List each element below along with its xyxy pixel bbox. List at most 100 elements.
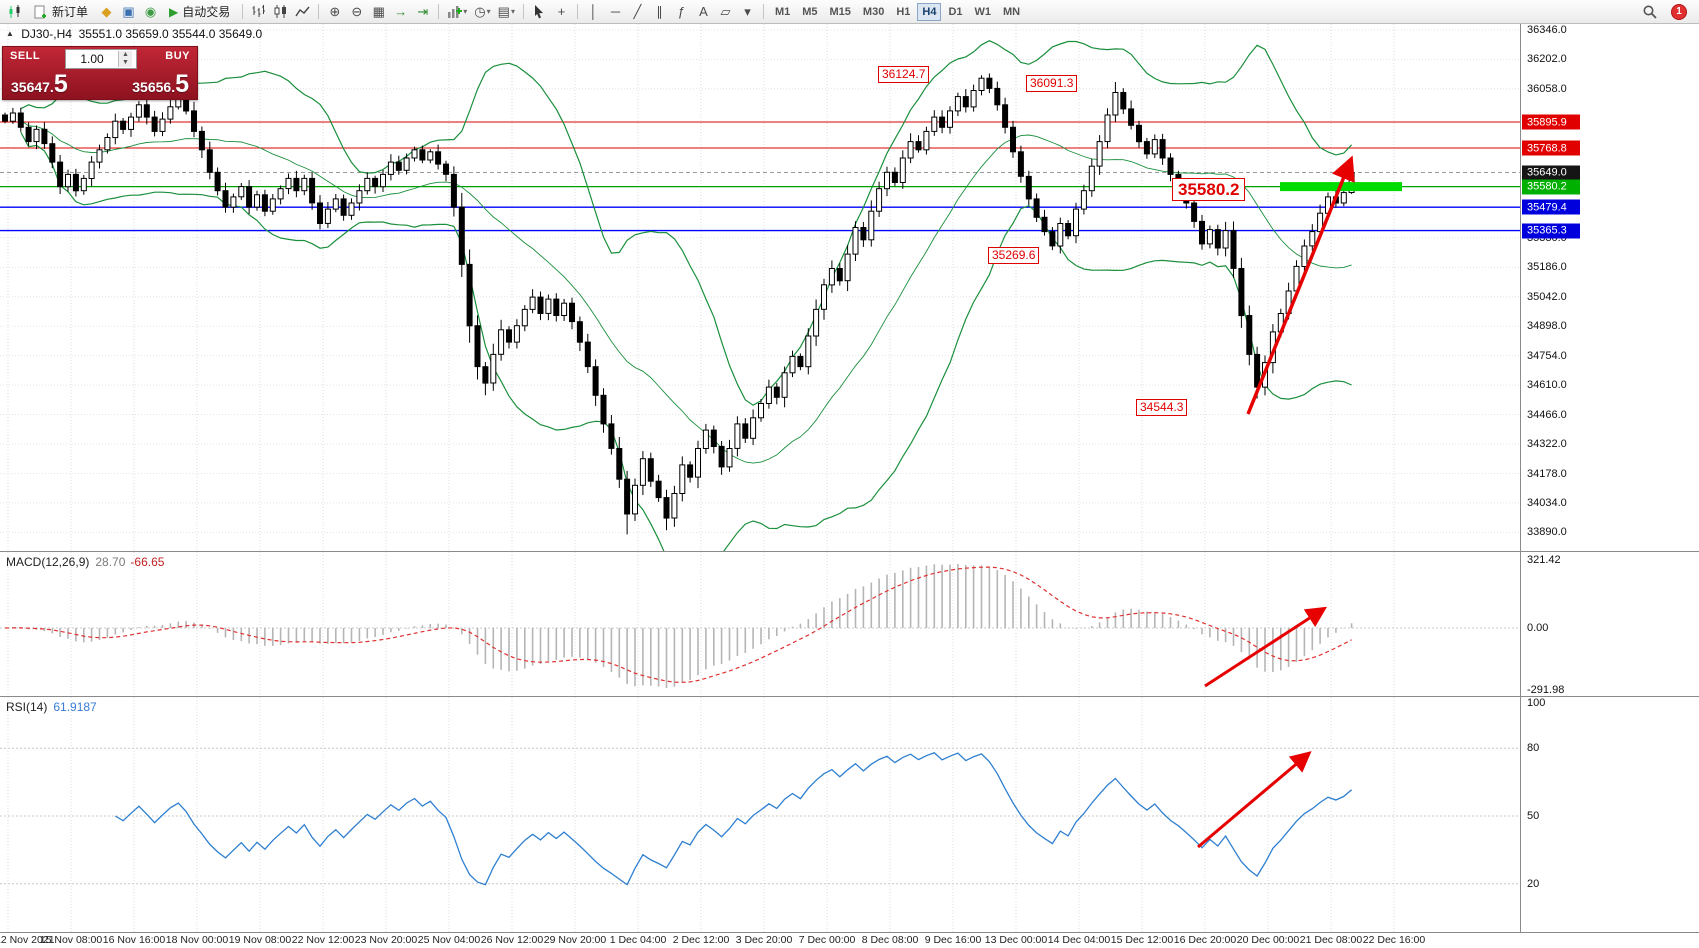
price-annotation[interactable]: 34544.3 (1136, 399, 1188, 416)
toolbar-separator (242, 4, 244, 19)
rsi-axis-label: 100 (1527, 697, 1546, 709)
community-icon[interactable]: ◉ (144, 3, 157, 19)
price-annotation[interactable]: 35580.2 (1172, 178, 1246, 201)
price-axis-label: 34178.0 (1527, 467, 1567, 480)
rsi-header: RSI(14) 61.9187 (6, 700, 97, 714)
price-chart-canvas[interactable] (0, 24, 1520, 552)
channel-icon[interactable]: ∥ (656, 3, 663, 19)
profile-icon[interactable]: ▣ (122, 3, 135, 19)
line-chart-type-icon[interactable] (292, 2, 313, 22)
rsi-canvas[interactable] (0, 697, 1520, 933)
timeframe-d1-button[interactable]: D1 (948, 5, 963, 18)
indicators-icon[interactable]: ▾ (444, 2, 470, 22)
volume-down-button[interactable]: ▼ (119, 59, 132, 67)
price-annotation[interactable]: 35269.6 (988, 247, 1040, 264)
panel-separator[interactable] (0, 551, 1699, 552)
autotrading-button[interactable]: ▶ 自动交易 (169, 4, 231, 20)
vertical-line-icon[interactable]: │ (589, 4, 598, 19)
chart-window-icon[interactable] (4, 2, 26, 22)
chart-shift-icon[interactable]: ⇥ (417, 3, 429, 19)
price-tag: 35768.8 (1522, 140, 1580, 156)
tile-windows-icon[interactable]: ▦ (372, 3, 385, 19)
symbol-period-label: DJ30-,H4 (21, 27, 72, 41)
timeframe-m30-button[interactable]: M30 (862, 5, 885, 18)
date-label: 19 Nov 08:00 (228, 934, 292, 946)
date-label: 7 Dec 00:00 (798, 934, 856, 946)
date-label: 29 Nov 20:00 (543, 934, 607, 946)
timeframe-h4-button[interactable]: H4 (917, 2, 942, 21)
price-annotation[interactable]: 36091.3 (1026, 75, 1078, 92)
price-chart-panel[interactable]: ▲ DJ30-,H4 35551.0 35659.0 35544.0 35649… (0, 24, 1520, 552)
price-tag: 35895.9 (1522, 114, 1580, 130)
bar-chart-type-icon[interactable] (248, 2, 269, 22)
sell-button[interactable]: SELL 35647.5 (3, 47, 101, 101)
buy-button[interactable]: BUY 35656.5 (99, 47, 197, 101)
date-label: 22 Dec 16:00 (1362, 934, 1426, 946)
price-tag: 35365.3 (1522, 223, 1580, 239)
macd-canvas[interactable] (0, 552, 1520, 697)
timeframe-m5-button[interactable]: M5 (802, 5, 818, 18)
date-label: 20 Dec 00:00 (1236, 934, 1300, 946)
rsi-panel[interactable]: RSI(14) 61.9187 (0, 697, 1520, 933)
one-click-expander-icon[interactable]: ▲ (6, 29, 14, 38)
price-axis-label: 33890.0 (1527, 526, 1567, 539)
macd-panel[interactable]: MACD(12,26,9) 28.70 -66.65 (0, 552, 1520, 697)
rsi-axis-label: 20 (1527, 877, 1540, 890)
timeframe-mn-button[interactable]: MN (1003, 5, 1021, 18)
search-icon[interactable] (1639, 2, 1661, 22)
toolbar-separator (576, 4, 578, 19)
periods-icon[interactable]: ◷ ▾ (474, 3, 491, 19)
date-label: 15 Dec 12:00 (1110, 934, 1174, 946)
ohlc-values: 35551.0 35659.0 35544.0 35649.0 (78, 27, 263, 41)
date-label: 16 Nov 16:00 (102, 934, 166, 946)
text-icon[interactable]: A (699, 4, 708, 19)
buy-label: BUY (165, 50, 190, 62)
shapes-icon[interactable]: ▾ (744, 3, 751, 19)
price-axis-label: 34898.0 (1527, 320, 1567, 333)
notification-badge[interactable]: 1 (1671, 3, 1687, 20)
panel-separator (0, 932, 1699, 933)
toolbar-separator (522, 4, 524, 19)
price-axis-label: 35186.0 (1527, 261, 1567, 274)
main-toolbar: 新订单 ◆ ▣ ◉ ▶ 自动交易 ⊕ ⊖ ▦ → ⇥ ▾ ◷ ▾ ▤ ▾ + │ ─ ╱ ∥ ƒ A ▱ ▾ M1 M5 M15 M3… (0, 0, 1699, 24)
buy-price: 35656.5 (132, 70, 189, 98)
new-order-button[interactable]: 新订单 (27, 2, 95, 22)
horizontal-line-icon[interactable]: ─ (610, 4, 621, 19)
rsi-value: 61.9187 (53, 700, 97, 714)
sell-label: SELL (10, 50, 41, 62)
date-label: 1 Dec 04:00 (609, 934, 667, 946)
price-annotation[interactable]: 36124.7 (878, 66, 930, 83)
zoom-in-icon[interactable]: ⊕ (329, 3, 341, 19)
timeframe-h1-button[interactable]: H1 (896, 5, 911, 18)
price-tag: 35479.4 (1522, 199, 1580, 215)
auto-scroll-icon[interactable]: → (394, 4, 408, 19)
price-axis-label: 35042.0 (1527, 290, 1567, 303)
date-label: 9 Dec 16:00 (924, 934, 982, 946)
macd-header: MACD(12,26,9) 28.70 -66.65 (6, 555, 164, 569)
cursor-icon[interactable] (529, 2, 550, 22)
volume-up-button[interactable]: ▲ (119, 51, 132, 59)
time-axis[interactable]: 12 Nov 2021 15 Nov 08:00 16 Nov 16:00 18 No… (0, 933, 1699, 948)
fibonacci-icon[interactable]: ƒ (677, 4, 686, 19)
timeframe-m15-button[interactable]: M15 (829, 5, 851, 18)
timeframe-m1-button[interactable]: M1 (774, 5, 791, 18)
volume-input[interactable] (66, 52, 118, 66)
templates-icon[interactable]: ▤ ▾ (497, 3, 515, 19)
volume-input-box: ▲ ▼ (65, 49, 137, 69)
toolbar-separator (318, 4, 320, 19)
trendline-icon[interactable]: ╱ (633, 3, 642, 19)
mql5-icon[interactable]: ◆ (101, 3, 112, 19)
panel-separator[interactable] (0, 696, 1699, 697)
zoom-out-icon[interactable]: ⊖ (351, 3, 363, 19)
timeframe-w1-button[interactable]: W1 (974, 5, 992, 18)
date-label: 12 Nov 2021 (0, 934, 55, 946)
label-icon[interactable]: ▱ (720, 3, 731, 19)
sell-price: 35647.5 (11, 70, 68, 98)
date-label: 23 Nov 20:00 (354, 934, 418, 946)
crosshair-icon[interactable]: + (557, 4, 566, 19)
date-label: 13 Dec 00:00 (984, 934, 1048, 946)
toolbar-separator (762, 4, 764, 19)
date-label: 18 Nov 00:00 (165, 934, 229, 946)
price-axis[interactable]: 36346.036202.036058.035330.035186.035042… (1520, 24, 1699, 933)
candlestick-chart-type-icon[interactable] (270, 2, 291, 22)
